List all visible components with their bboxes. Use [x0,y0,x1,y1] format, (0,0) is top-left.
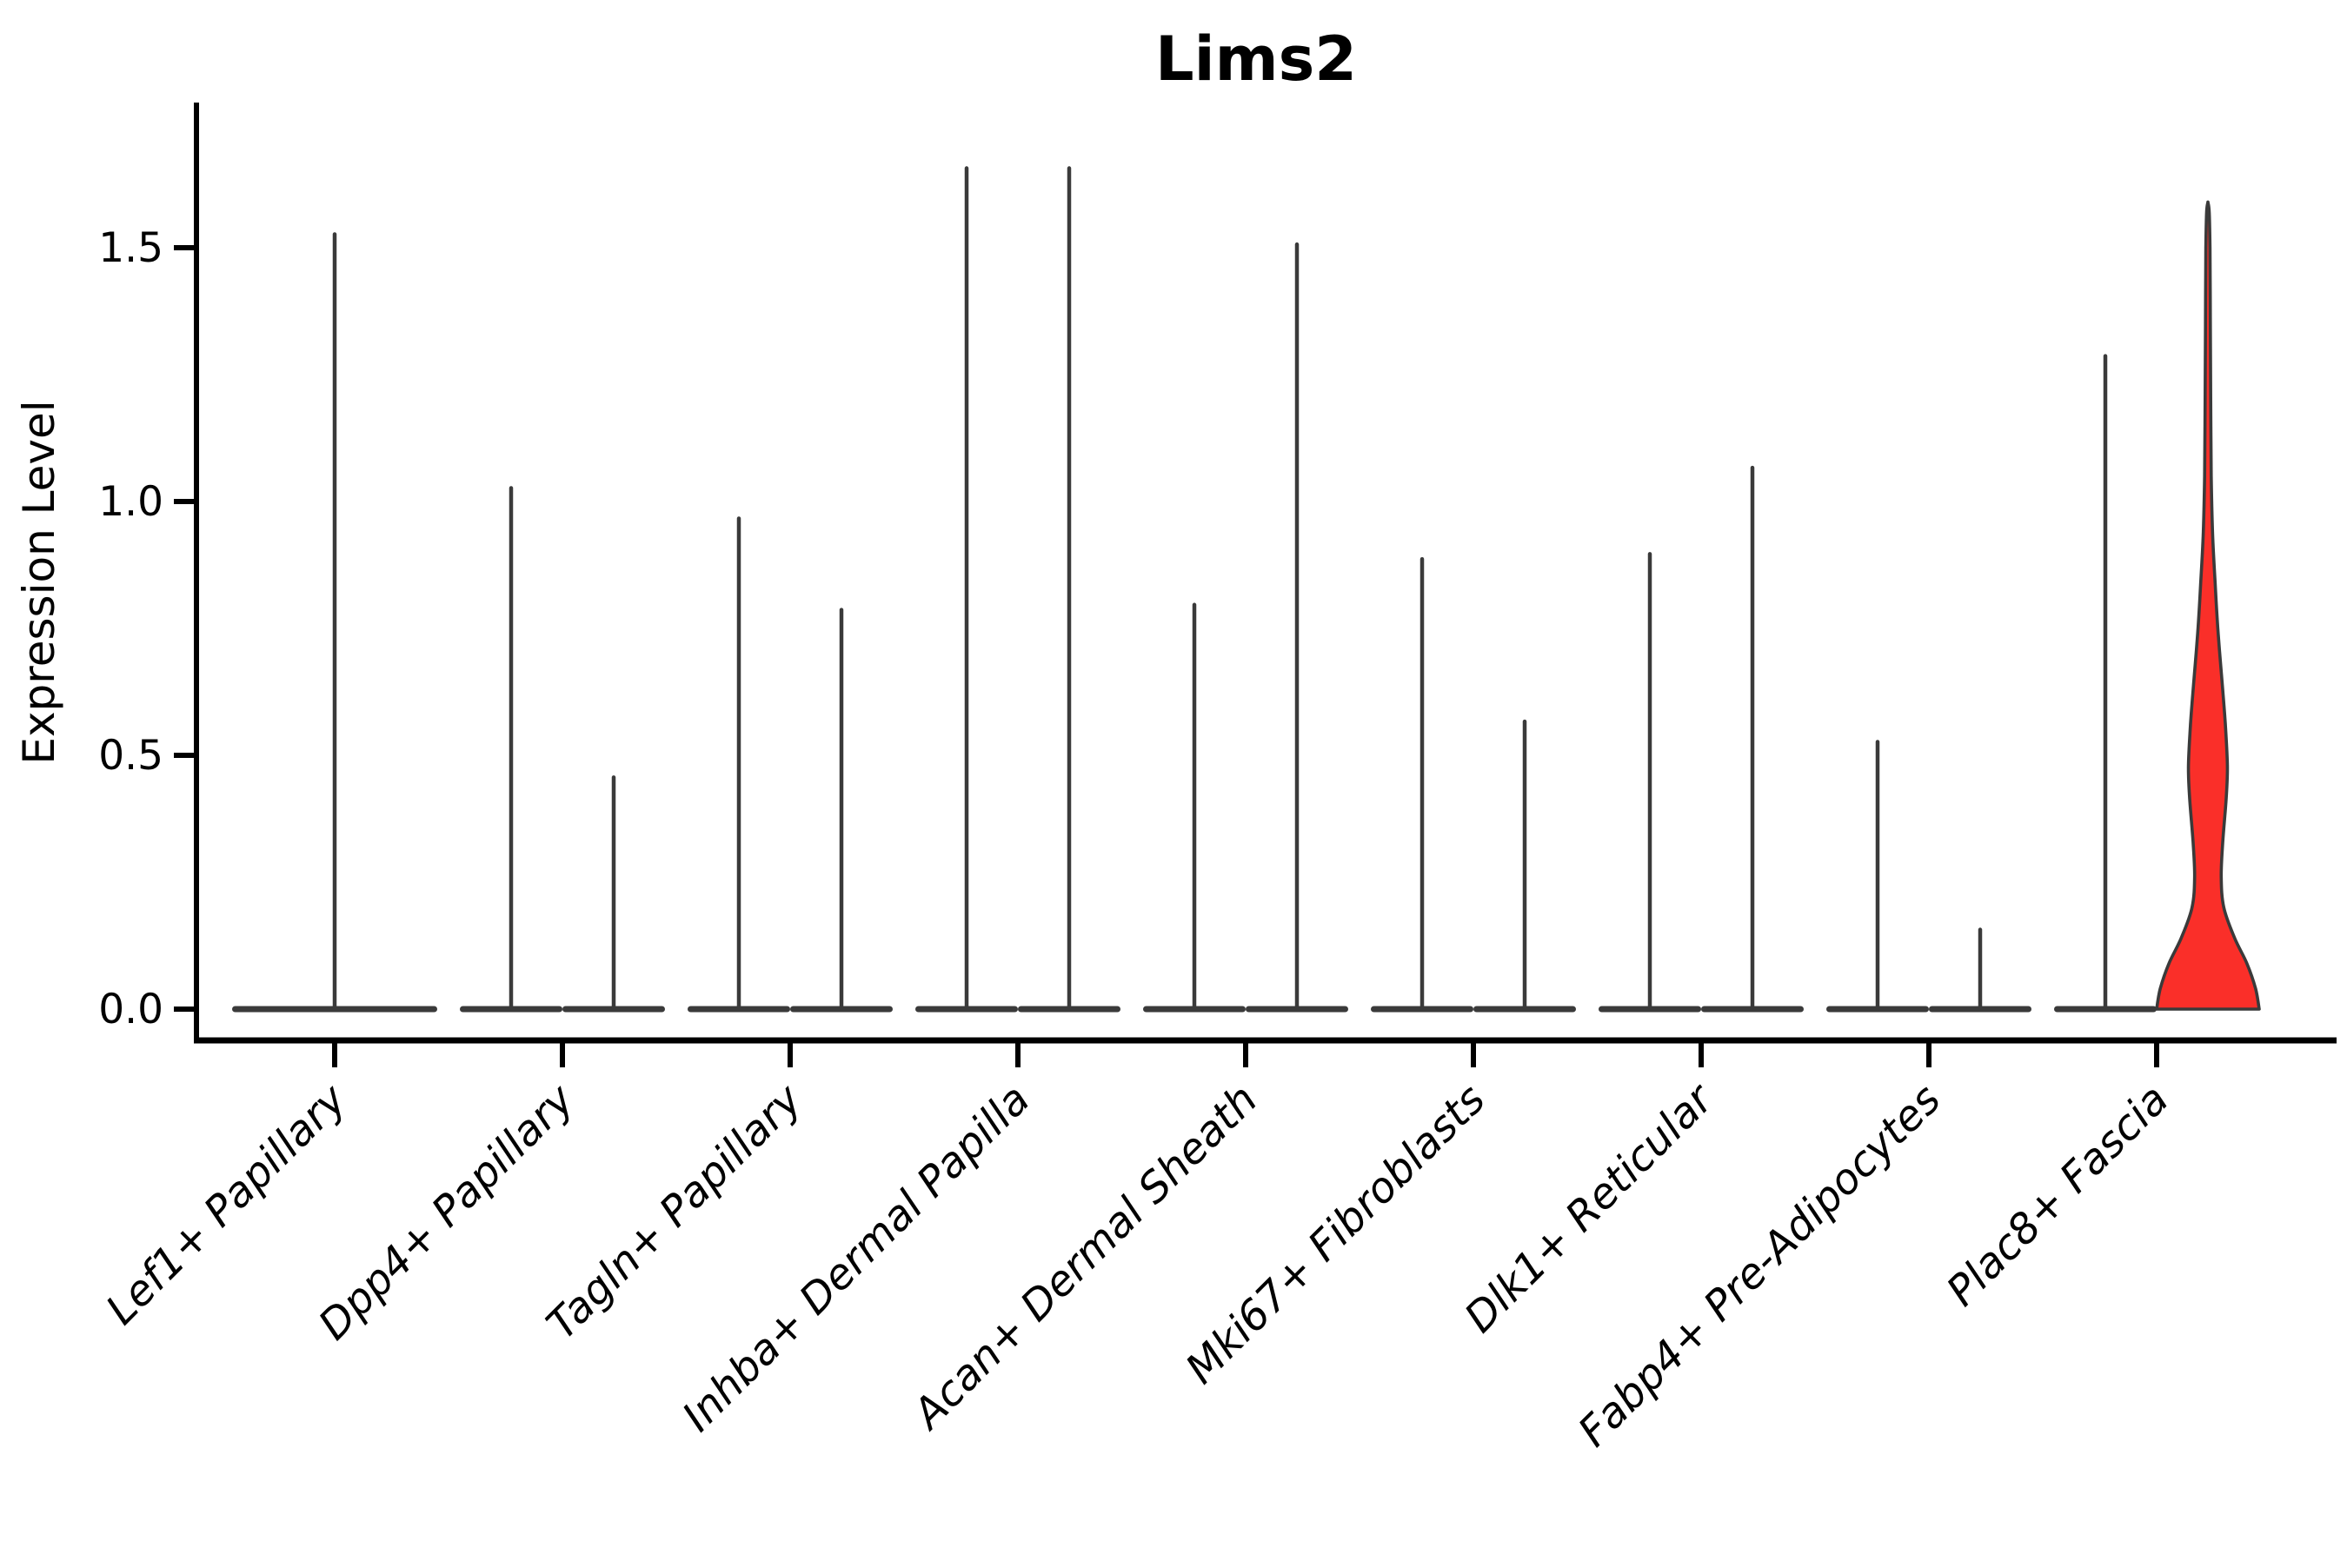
violin-filled [2155,200,2261,1011]
y-tick-label: 1.0 [98,478,163,526]
x-axis-tick-labels: Lef1+ Papillary Dpp4+ Papillary Tagln+ P… [96,1073,2177,1457]
x-tick-label: Plac8+ Fascia [1938,1075,2178,1316]
y-axis-ticks [174,245,196,1012]
y-tick-label: 0.5 [98,732,163,780]
chart-title: Lims2 [1155,23,1357,95]
violins-layer [232,166,2261,1013]
y-axis-label: Expression Level [14,400,64,764]
y-axis-tick-labels: 0.0 0.5 1.0 1.5 [98,224,163,1033]
y-tick-label: 1.5 [98,224,163,272]
x-tick-label: Fabp4+ Pre-Adipocytes [1569,1075,1951,1457]
x-tick-label: Lef1+ Papillary [96,1074,356,1334]
x-tick-label: Tagln+ Papillary [537,1074,812,1349]
x-axis-ticks [332,1043,2159,1067]
y-tick-label: 0.0 [98,986,163,1033]
x-tick-label: Dlk1+ Reticular [1455,1073,1725,1343]
